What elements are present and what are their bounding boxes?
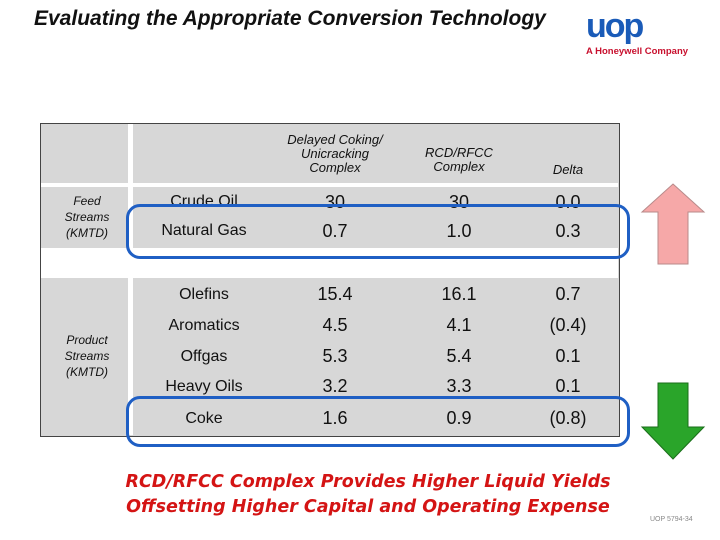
row-label: Aromatics <box>138 311 270 340</box>
value-col-1: 15.4 <box>276 280 394 309</box>
header-col-2: RCD/RFCC Complex <box>400 140 518 180</box>
footer-code: UOP 5794-34 <box>650 516 693 523</box>
coke-highlight-frame <box>126 396 630 447</box>
value-delta: 0.7 <box>524 280 612 309</box>
slide-title: Evaluating the Appropriate Conversion Te… <box>34 7 546 30</box>
logo-wordmark: uop <box>586 7 644 45</box>
value-col-2: 5.4 <box>400 342 518 371</box>
value-delta: (0.8) <box>524 404 612 433</box>
value-col-2: 0.9 <box>400 404 518 433</box>
value-col-2: 1.0 <box>400 217 518 245</box>
header-col-1: Delayed Coking/ Unicracking Complex <box>276 127 394 181</box>
row-label: Offgas <box>138 342 270 371</box>
logo-tagline: A Honeywell Company <box>586 46 689 57</box>
value-col-1: 5.3 <box>276 342 394 371</box>
feed-streams-label: Feed Streams (KMTD) <box>64 194 110 240</box>
value-col-2: 16.1 <box>400 280 518 309</box>
caption-line-2: Offsetting Higher Capital and Operating … <box>126 497 610 517</box>
uop-logo: uop A Honeywell Company <box>580 8 700 58</box>
value-col-1: 4.5 <box>276 311 394 340</box>
row-label: Olefins <box>138 280 270 309</box>
row-label: Natural Gas <box>138 217 270 245</box>
value-delta: 0.1 <box>524 342 612 371</box>
header-col-3: Delta <box>528 160 608 180</box>
caption-line-1: RCD/RFCC Complex Provides Higher Liquid … <box>125 472 611 492</box>
value-col-1: 1.6 <box>276 404 394 433</box>
value-col-2: 4.1 <box>400 311 518 340</box>
row-label: Coke <box>138 404 270 433</box>
feed-highlight-frame <box>126 204 630 259</box>
value-col-1: 0.7 <box>276 217 394 245</box>
down-arrow-icon <box>640 382 706 460</box>
up-arrow-icon <box>640 183 706 265</box>
product-streams-label: Product Streams (KMTD) <box>64 333 110 379</box>
value-delta: 0.3 <box>524 217 612 245</box>
value-delta: (0.4) <box>524 311 612 340</box>
header-gap <box>41 183 618 187</box>
label-column-gap <box>128 124 133 435</box>
